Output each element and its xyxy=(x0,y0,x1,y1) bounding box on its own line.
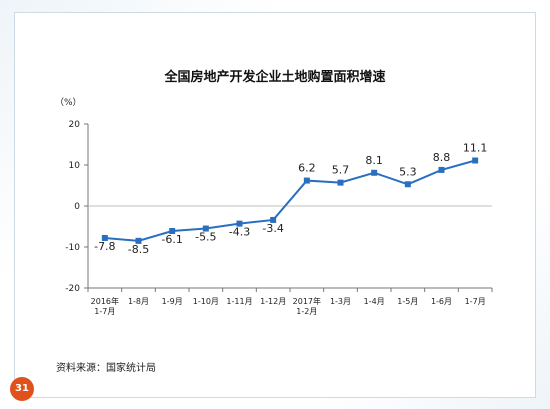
data-point xyxy=(337,179,344,186)
y-tick-label: 20 xyxy=(69,120,81,130)
data-point xyxy=(135,237,142,244)
chart-axes xyxy=(84,123,493,292)
x-tick-label: 1-7月 xyxy=(465,297,486,306)
data-series: -7.8 -8.5 -6.1 -5.5 -4.3 -3.4 6.2 5.7 8.1 5.3 8.8 1… xyxy=(94,141,487,255)
y-tick-labels: 20 10 0 -10 -20 xyxy=(65,120,80,294)
data-label: -3.4 xyxy=(262,222,283,235)
data-label: 8.8 xyxy=(433,151,451,164)
data-point xyxy=(101,234,108,241)
x-tick-label: 1-12月 xyxy=(260,297,286,306)
data-label: -5.5 xyxy=(195,231,216,244)
y-tick-label: -20 xyxy=(65,284,80,294)
x-tick-label: 1-3月 xyxy=(330,297,351,306)
data-point xyxy=(404,181,411,188)
data-label: 5.3 xyxy=(399,165,417,178)
data-label: -8.5 xyxy=(128,243,149,256)
data-point xyxy=(303,177,310,184)
x-tick-label: 1-11月 xyxy=(226,297,252,306)
data-point xyxy=(270,216,277,223)
data-point xyxy=(169,228,176,235)
x-tick-label: 1-8月 xyxy=(128,297,149,306)
data-label: 6.2 xyxy=(298,162,316,175)
x-tick-label: 2017年 1-2月 xyxy=(293,296,321,316)
x-tick-label: 1-10月 xyxy=(193,297,219,306)
y-tick-label: -10 xyxy=(65,243,80,253)
x-tick-labels: 2016年 1-7月 1-8月 1-9月 1-10月 1-11月 1-12月 2017年 1-2… xyxy=(91,296,486,316)
x-tick-label: 1-5月 xyxy=(397,297,418,306)
slide-frame xyxy=(14,12,536,398)
data-point xyxy=(438,166,445,173)
data-label: 8.1 xyxy=(365,154,383,167)
source-note: 资料来源：国家统计局 xyxy=(56,363,156,374)
y-tick-label: 0 xyxy=(74,202,80,212)
y-axis-label: （%） xyxy=(55,97,82,108)
data-label: -6.1 xyxy=(161,233,182,246)
data-label: -7.8 xyxy=(94,240,115,253)
data-point xyxy=(202,225,209,232)
x-tick-label: 1-6月 xyxy=(431,297,452,306)
x-tick-label: 1-9月 xyxy=(162,297,183,306)
x-tick-label: 1-4月 xyxy=(364,297,385,306)
data-label: 5.7 xyxy=(332,164,350,177)
y-tick-label: 10 xyxy=(69,161,81,171)
data-point xyxy=(371,169,378,176)
data-point xyxy=(236,220,243,227)
page-number-badge: 31 xyxy=(10,377,34,401)
data-label: -4.3 xyxy=(229,226,250,239)
data-point xyxy=(472,157,479,164)
x-tick-label: 2016年 1-7月 xyxy=(91,296,119,316)
data-label: 11.1 xyxy=(463,141,488,154)
series-line xyxy=(104,159,476,242)
chart-title: 全国房地产开发企业土地购置面积增速 xyxy=(164,70,386,85)
